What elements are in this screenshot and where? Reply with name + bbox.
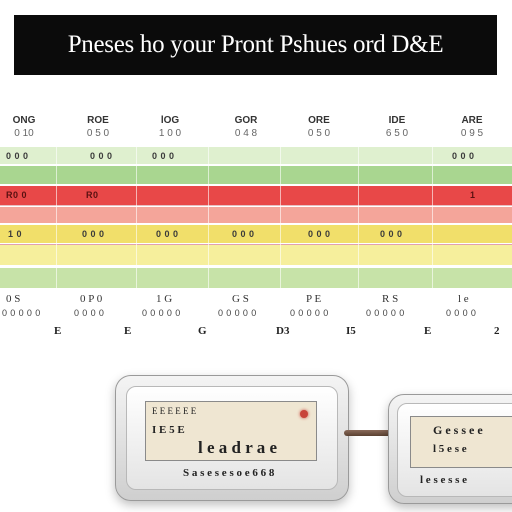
footer-label: 0 P 0 bbox=[80, 293, 103, 305]
footer-value: 0 0 0 0 0 bbox=[142, 308, 181, 318]
cell-value: 0 0 0 bbox=[6, 151, 29, 161]
band-divider bbox=[0, 205, 512, 206]
connector-cable bbox=[344, 430, 396, 436]
column-divider bbox=[136, 145, 137, 293]
column-header: ARE 0 9 5 bbox=[460, 115, 484, 139]
cell-value: R0 0 bbox=[6, 190, 28, 200]
footer-code: E bbox=[424, 325, 432, 337]
screen-line: G e s s e e bbox=[433, 423, 483, 437]
footer-code: E bbox=[54, 325, 62, 337]
footer-value: 0 0 0 0 0 bbox=[218, 308, 257, 318]
column-header: ORE 0 5 0 bbox=[307, 115, 331, 139]
screen-line: I E 5 E bbox=[152, 424, 185, 436]
device-label: l e s e s s e bbox=[420, 474, 468, 486]
footer-label: P E bbox=[306, 293, 322, 305]
column-header: ONG 0 10 bbox=[12, 115, 36, 139]
column-divider bbox=[208, 145, 209, 293]
footer-code: E bbox=[124, 325, 132, 337]
meter-bezel: G e s s e e l 5 e s e l e s e s s e bbox=[397, 403, 512, 497]
cell-value: R0 bbox=[86, 190, 99, 200]
meter-screen: E E E E E E I E 5 E l e a d r a e bbox=[145, 401, 317, 461]
column-divider bbox=[432, 145, 433, 293]
cell-value: 0 0 0 bbox=[232, 229, 255, 239]
footer-value: 0 0 0 0 0 bbox=[2, 308, 41, 318]
footer-label: l e bbox=[458, 293, 469, 305]
footer-label: 1 G bbox=[156, 293, 173, 305]
footer-value: 0 0 0 0 0 bbox=[290, 308, 329, 318]
band-salmon bbox=[0, 207, 512, 223]
column-divider bbox=[358, 145, 359, 293]
band-pale-yellow bbox=[0, 245, 512, 265]
band-yellow bbox=[0, 225, 512, 243]
band-pale-green bbox=[0, 268, 512, 288]
band-divider bbox=[0, 244, 512, 245]
cell-value: 0 0 0 bbox=[452, 151, 475, 161]
footer-code: 2 bbox=[494, 325, 500, 337]
cell-value: 0 0 0 bbox=[90, 151, 113, 161]
page-title: Pneses ho your Pront Pshues ord D&E bbox=[67, 31, 444, 58]
screen-line: l 5 e s e bbox=[433, 443, 467, 455]
cell-value: 0 0 0 bbox=[82, 229, 105, 239]
column-divider bbox=[280, 145, 281, 293]
band-light-green bbox=[0, 147, 512, 164]
footer-value: 0 0 0 0 bbox=[74, 308, 105, 318]
meter-device-right: G e s s e e l 5 e s e l e s e s s e bbox=[388, 394, 512, 504]
cell-value: 0 0 0 bbox=[308, 229, 331, 239]
title-bar: Pneses ho your Pront Pshues ord D&E bbox=[14, 15, 497, 75]
screen-reading: l e a d r a e bbox=[198, 438, 278, 457]
meter-device-left: E E E E E E I E 5 E l e a d r a e S a s … bbox=[115, 375, 349, 501]
footer-value: 0 0 0 0 0 bbox=[366, 308, 405, 318]
cell-value: 0 0 0 bbox=[380, 229, 403, 239]
footer-code: I5 bbox=[346, 325, 356, 337]
cell-value: 1 0 bbox=[8, 229, 23, 239]
cell-value: 1 bbox=[470, 190, 476, 200]
footer-code: G bbox=[198, 325, 207, 337]
footer-value: 0 0 0 0 bbox=[446, 308, 477, 318]
column-header: lOG 1 0 0 bbox=[158, 115, 182, 139]
status-led-icon bbox=[300, 410, 308, 418]
band-green bbox=[0, 166, 512, 184]
column-header: ROE 0 5 0 bbox=[86, 115, 110, 139]
footer-label: G S bbox=[232, 293, 249, 305]
footer-label: 0 S bbox=[6, 293, 21, 305]
column-header: IDE 6 5 0 bbox=[385, 115, 409, 139]
column-header: GOR 0 4 8 bbox=[234, 115, 258, 139]
meter-screen: G e s s e e l 5 e s e bbox=[410, 416, 512, 468]
cell-value: 0 0 0 bbox=[152, 151, 175, 161]
column-divider bbox=[56, 145, 57, 293]
footer-code: D3 bbox=[276, 325, 290, 337]
screen-line: E E E E E E bbox=[152, 406, 197, 416]
cell-value: 0 0 0 bbox=[156, 229, 179, 239]
footer-label: R S bbox=[382, 293, 399, 305]
device-label: S a s e s e s o e 6 6 8 bbox=[183, 467, 275, 479]
meter-bezel: E E E E E E I E 5 E l e a d r a e S a s … bbox=[126, 386, 338, 490]
band-red bbox=[0, 186, 512, 205]
